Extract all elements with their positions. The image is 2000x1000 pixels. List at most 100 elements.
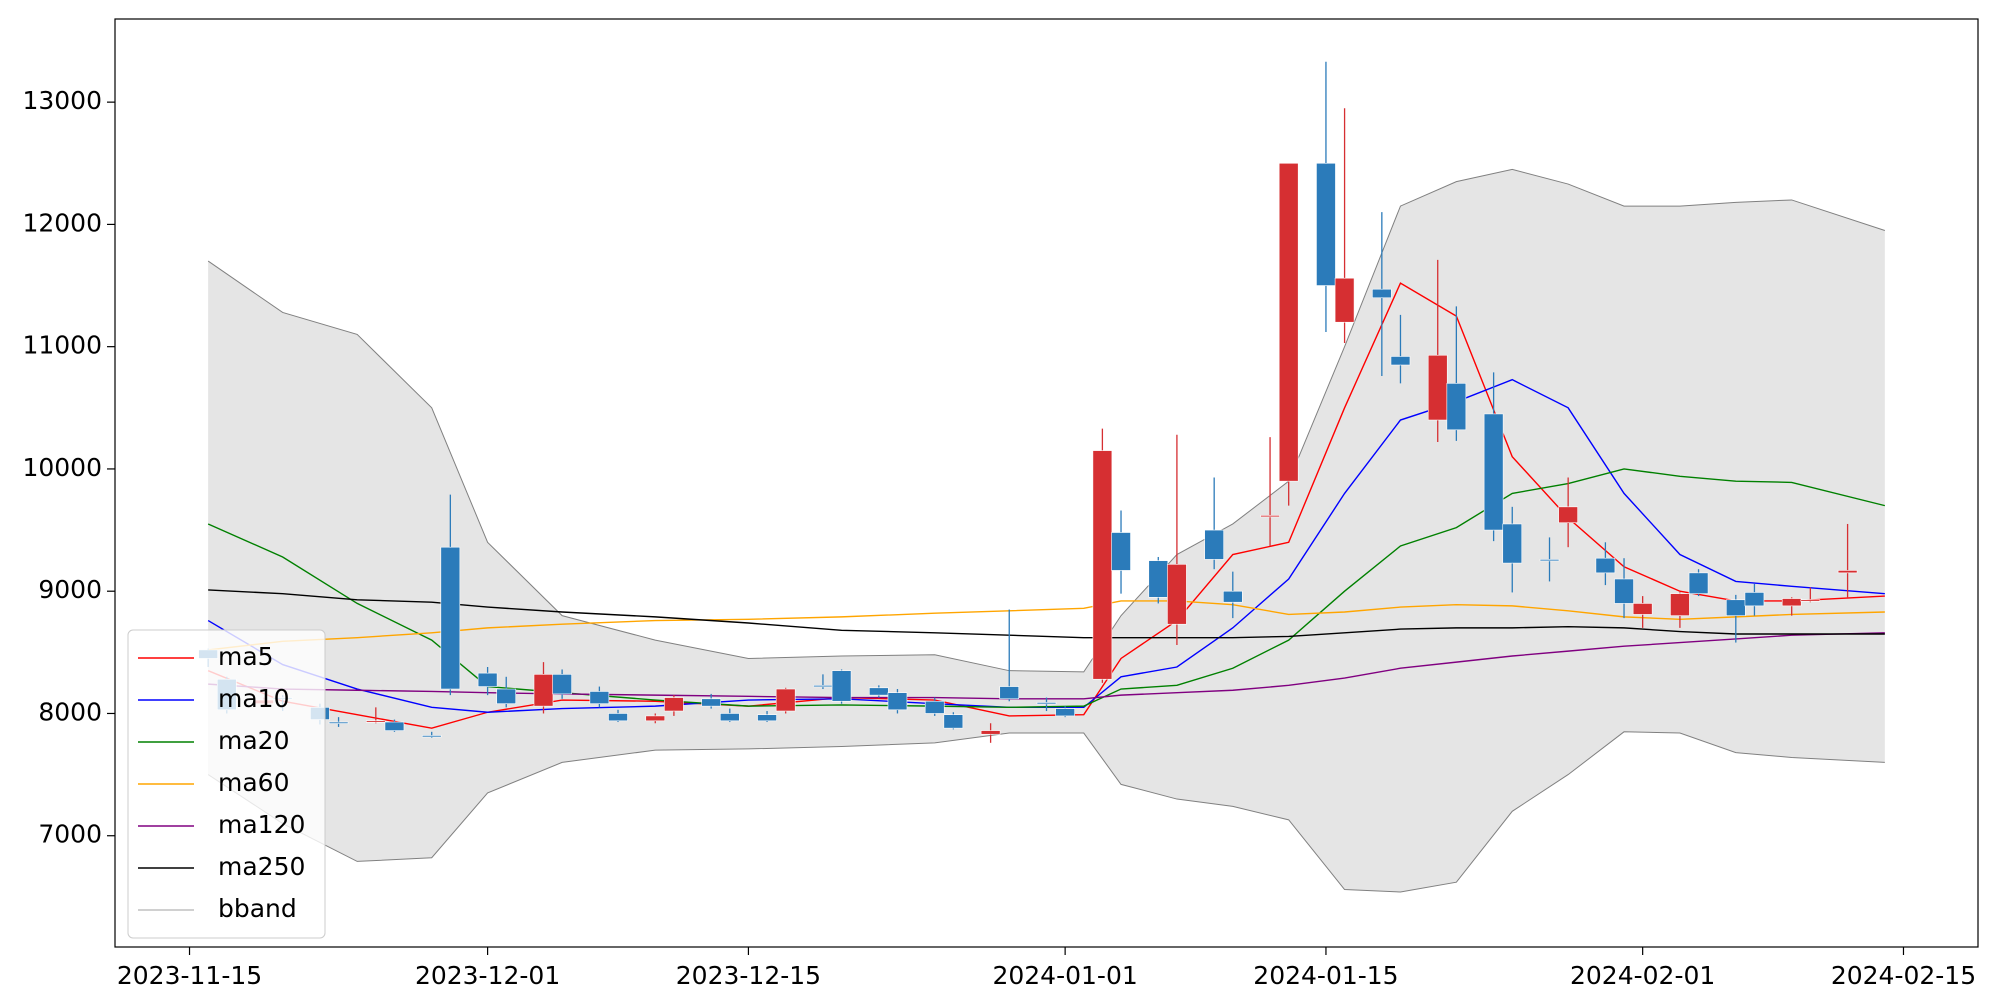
candle bbox=[1390, 314, 1411, 384]
candle bbox=[1539, 537, 1560, 582]
candle bbox=[1632, 596, 1653, 628]
candle bbox=[1334, 108, 1355, 344]
y-tick-label: 10000 bbox=[22, 453, 102, 482]
candle-body bbox=[533, 674, 554, 707]
candle-body bbox=[552, 674, 572, 695]
candle bbox=[1372, 212, 1392, 377]
candle bbox=[366, 707, 386, 724]
candle-body bbox=[1502, 523, 1523, 564]
y-tick-label: 13000 bbox=[22, 86, 102, 115]
candle-body bbox=[421, 735, 442, 738]
candle bbox=[1278, 162, 1299, 506]
candle-body bbox=[1148, 560, 1169, 598]
candle-body bbox=[645, 715, 666, 722]
candle bbox=[1781, 597, 1802, 616]
candle-body bbox=[1483, 413, 1504, 531]
candle-body bbox=[1837, 570, 1858, 574]
bband-edge bbox=[207, 731, 1885, 893]
candle-body bbox=[775, 688, 796, 712]
candle-body bbox=[1278, 162, 1299, 482]
candle-body bbox=[1726, 599, 1746, 616]
candle-body bbox=[701, 698, 721, 707]
candle-body bbox=[1632, 603, 1653, 615]
y-tick-label: 12000 bbox=[22, 208, 102, 237]
candle bbox=[328, 717, 349, 727]
candle-body bbox=[719, 713, 740, 722]
candle bbox=[589, 686, 610, 708]
candle-body bbox=[1111, 532, 1131, 571]
candle bbox=[421, 731, 442, 738]
candle-body bbox=[831, 670, 852, 702]
candle bbox=[999, 609, 1020, 702]
y-tick-label: 8000 bbox=[38, 697, 102, 726]
candle-body bbox=[1372, 288, 1392, 299]
candle-body bbox=[608, 713, 628, 722]
candle bbox=[1837, 523, 1858, 598]
candle bbox=[1316, 61, 1336, 333]
candle bbox=[664, 695, 684, 716]
y-tick-label: 7000 bbox=[38, 820, 102, 849]
candle-body bbox=[999, 686, 1020, 700]
candle bbox=[1744, 583, 1765, 616]
candle bbox=[1036, 697, 1057, 712]
candle bbox=[1726, 594, 1746, 643]
candle bbox=[608, 709, 628, 723]
candle bbox=[477, 667, 498, 696]
ma-line bbox=[207, 378, 1885, 713]
candle bbox=[1223, 571, 1243, 619]
candle-body bbox=[924, 700, 945, 714]
candle bbox=[943, 712, 964, 730]
candle-body bbox=[496, 688, 517, 704]
candle bbox=[1502, 506, 1523, 593]
candle bbox=[1800, 587, 1821, 603]
candle-body bbox=[1744, 592, 1765, 607]
candle-body bbox=[1614, 578, 1634, 604]
legend: ma5 ma10 ma20 ma60 ma120 ma250 bband bbox=[127, 629, 326, 939]
candle-body bbox=[813, 685, 833, 688]
candle-body bbox=[1223, 590, 1243, 603]
candle bbox=[1092, 428, 1113, 683]
bband-area bbox=[208, 169, 1885, 892]
candle-body bbox=[757, 714, 777, 722]
candle bbox=[496, 676, 517, 708]
candle-body bbox=[440, 546, 461, 690]
candle-body bbox=[366, 720, 386, 723]
candle bbox=[924, 697, 945, 716]
candle bbox=[533, 662, 554, 714]
ma-line bbox=[208, 600, 1885, 651]
candle bbox=[887, 689, 908, 714]
legend-label: bband bbox=[218, 894, 297, 923]
candle bbox=[701, 693, 721, 709]
candle bbox=[552, 669, 572, 699]
plot-frame bbox=[114, 18, 1979, 948]
candle bbox=[869, 685, 889, 698]
candle-body bbox=[1167, 564, 1187, 625]
candle-body bbox=[1427, 354, 1448, 421]
candle-body bbox=[477, 672, 498, 687]
candle-body bbox=[1092, 450, 1113, 680]
candle bbox=[980, 723, 1001, 743]
legend-box bbox=[127, 629, 326, 939]
candle bbox=[1670, 592, 1690, 628]
legend-label: ma10 bbox=[218, 684, 289, 713]
plot bbox=[198, 61, 1886, 893]
candle-body bbox=[943, 714, 964, 729]
candle bbox=[1614, 558, 1634, 619]
candle bbox=[384, 719, 405, 732]
candle bbox=[1055, 706, 1075, 718]
candle bbox=[1558, 477, 1578, 548]
candle bbox=[719, 708, 740, 723]
candle bbox=[1446, 306, 1467, 441]
candle-body bbox=[1260, 515, 1280, 518]
candle bbox=[1483, 372, 1504, 542]
candle-body bbox=[1595, 557, 1616, 574]
candle bbox=[757, 711, 777, 723]
candle-body bbox=[980, 730, 1001, 735]
legend-label: ma250 bbox=[218, 852, 305, 881]
candle-body bbox=[1204, 529, 1224, 560]
y-tick-label: 11000 bbox=[22, 331, 102, 360]
candle-body bbox=[1055, 708, 1075, 717]
candle-body bbox=[589, 691, 610, 704]
candle-body bbox=[328, 721, 349, 724]
